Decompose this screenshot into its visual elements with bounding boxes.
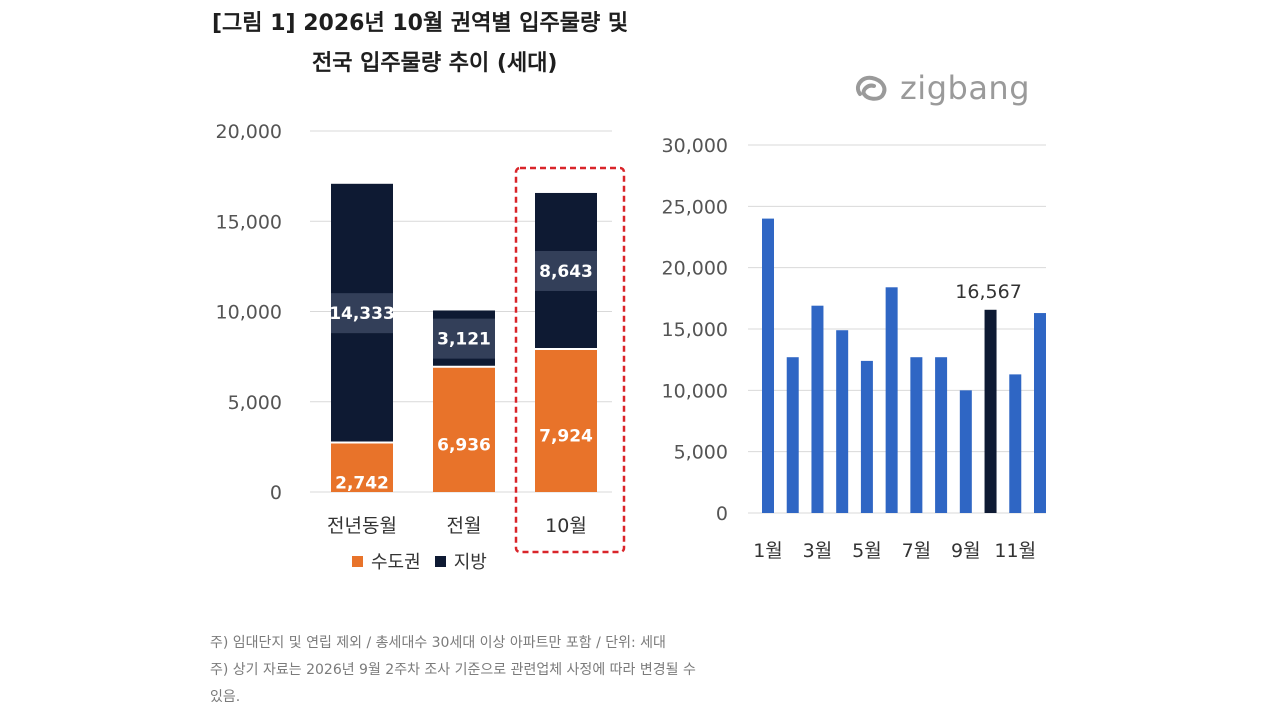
right-bar-8 xyxy=(959,390,972,513)
right-bar-4 xyxy=(860,360,873,513)
right-bar-6 xyxy=(910,357,923,513)
right-y-tick-label: 25,000 xyxy=(662,196,728,218)
right-y-tick-label: 30,000 xyxy=(662,135,728,157)
footnote-1: 주) 임대단지 및 연립 제외 / 총세대수 30세대 이상 아파트만 포함 /… xyxy=(210,635,666,651)
right-y-tick-label: 15,000 xyxy=(662,319,728,341)
legend-label-region: 지방 xyxy=(453,552,487,573)
left-x-tick-label: 전년동월 xyxy=(327,515,397,537)
bar-capital-0 xyxy=(331,442,393,492)
right-annotation-label: 16,567 xyxy=(955,281,1021,303)
footnotes: 주) 임대단지 및 연립 제외 / 총세대수 30세대 이상 아파트만 포함 /… xyxy=(210,630,910,711)
logo-text: zigbang xyxy=(900,69,1031,107)
left-y-tick-label: 0 xyxy=(270,482,282,504)
label-region-1: 3,121 xyxy=(437,330,491,350)
label-band-1 xyxy=(433,318,495,359)
right-bar-0 xyxy=(762,218,774,513)
highlight-box xyxy=(514,166,626,554)
zigbang-logo: zigbang xyxy=(852,66,1030,110)
right-bar-1 xyxy=(786,357,799,513)
title-line-1: [그림 1] 2026년 10월 권역별 입주물량 및 xyxy=(212,11,629,36)
right-y-tick-label: 5,000 xyxy=(674,442,728,464)
left-x-tick-label: 10월 xyxy=(545,515,587,537)
left-y-tick-label: 5,000 xyxy=(228,392,282,414)
right-y-tick-label: 10,000 xyxy=(662,380,728,402)
right-x-tick-label: 3월 xyxy=(803,540,833,562)
label-region-0: 14,333 xyxy=(329,304,395,324)
right-x-tick-label: 11월 xyxy=(994,540,1036,562)
label-band-2 xyxy=(535,250,597,291)
chart-title: [그림 1] 2026년 10월 권역별 입주물량 및 전국 입주물량 추이 (… xyxy=(200,4,720,84)
right-bar-11 xyxy=(1034,313,1046,513)
right-bar-5 xyxy=(885,287,898,513)
right-x-tick-label: 7월 xyxy=(902,540,932,562)
zigbang-logo-icon xyxy=(855,75,887,101)
label-capital-2: 7,924 xyxy=(539,426,593,446)
legend: 수도권 지방 xyxy=(352,548,501,574)
right-x-tick-label: 1월 xyxy=(753,540,783,562)
right-bar-9 xyxy=(984,309,997,513)
legend-swatch-region xyxy=(434,555,446,567)
legend-item-capital: 수도권 xyxy=(352,548,421,574)
label-band-0 xyxy=(331,293,393,334)
left-y-tick-label: 10,000 xyxy=(216,302,282,324)
right-bar-7 xyxy=(935,357,948,513)
left-y-tick-label: 20,000 xyxy=(216,121,282,143)
label-capital-0: 2,742 xyxy=(335,473,389,493)
bar-capital-2 xyxy=(535,348,597,492)
label-capital-1: 6,936 xyxy=(437,435,491,455)
legend-label-capital: 수도권 xyxy=(371,552,421,573)
title-line-2: 전국 입주물량 추이 (세대) xyxy=(312,51,558,76)
right-x-tick-label: 9월 xyxy=(951,540,981,562)
right-x-tick-label: 5월 xyxy=(852,540,882,562)
right-bar-10 xyxy=(1009,374,1022,513)
right-bar-3 xyxy=(836,330,849,513)
right-y-tick-label: 0 xyxy=(716,503,728,525)
legend-swatch-capital xyxy=(352,555,363,567)
right-bar-2 xyxy=(811,305,824,513)
left-y-tick-label: 15,000 xyxy=(216,211,282,233)
footnote-3: 있음. xyxy=(210,689,241,705)
legend-item-region: 지방 xyxy=(434,548,487,574)
footnote-2: 주) 상기 자료는 2026년 9월 2주차 조사 기준으로 관련업체 사정에 … xyxy=(210,662,696,678)
bar-capital-1 xyxy=(433,366,495,492)
left-x-tick-label: 전월 xyxy=(447,515,482,537)
label-region-2: 8,643 xyxy=(539,262,593,282)
right-y-tick-label: 20,000 xyxy=(662,258,728,280)
